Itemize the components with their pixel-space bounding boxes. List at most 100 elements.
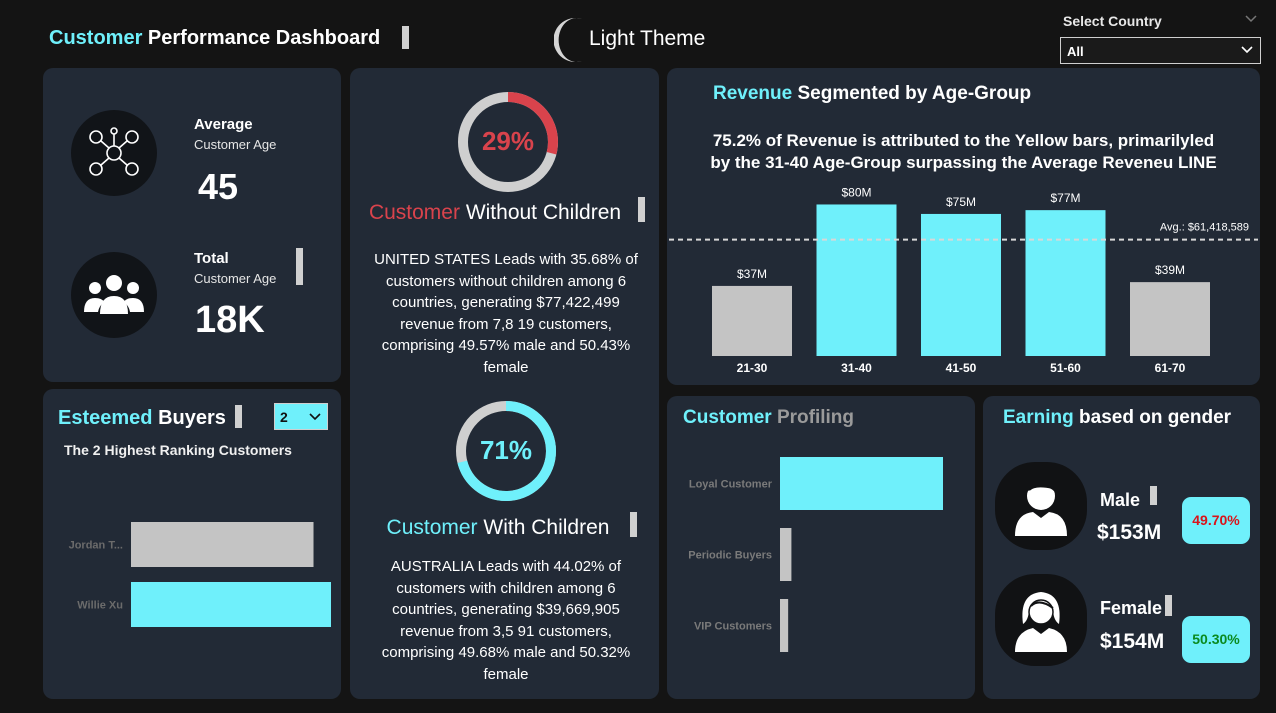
country-slicer-label: Select Country <box>1063 13 1162 29</box>
female-label: Female <box>1100 598 1163 618</box>
male-label: Male <box>1100 490 1141 510</box>
esteemed-buyers-card: Esteemed Buyers 2 The 2 Highest Ranking … <box>43 389 341 699</box>
revenue-title-accent: Revenue <box>713 83 793 104</box>
without-children-title-accent: Customer <box>368 201 460 224</box>
network-icon <box>89 127 139 176</box>
revenue-bar-label: $37M <box>737 267 767 281</box>
with-children-title-accent: Customer <box>386 516 478 539</box>
avg-age-title: Average <box>194 116 253 133</box>
page-title-accent: Customer <box>49 27 143 49</box>
moon-icon <box>554 18 582 62</box>
theme-label: Light Theme <box>589 27 706 50</box>
revenue-bar-label: $39M <box>1155 263 1185 277</box>
earning-card: Earning based on gender Male $153M 49.70… <box>983 396 1260 699</box>
avg-age-value: 45 <box>198 166 239 207</box>
without-children-description: UNITED STATES Leads with 35.68% of custo… <box>350 249 662 378</box>
male-user-icon <box>1015 480 1067 536</box>
with-children-donut-arc <box>456 401 556 501</box>
desc-line: AUSTRALIA Leads with 44.02% of <box>390 558 622 575</box>
esteemed-subtitle: The 2 Highest Ranking Customers <box>64 442 292 458</box>
profiling-card: Customer Profiling Loyal Customer Periodi… <box>667 396 975 699</box>
title-marker <box>402 26 409 49</box>
total-value: 18K <box>195 299 265 341</box>
with-children-title-rest: With Children <box>483 516 610 539</box>
desc-line: UNITED STATES Leads with 35.68% of <box>374 251 638 268</box>
earning-title-rest: based on gender <box>1079 407 1232 428</box>
group-icon-wrap <box>71 252 157 338</box>
earning-title-accent: Earning <box>1003 407 1074 428</box>
revenue-title: Revenue Segmented by Age-Group <box>713 83 1031 105</box>
kpi-card: Average Customer Age 45 Total Customer A… <box>43 68 341 382</box>
buyer-name-label: Willie Xu <box>77 600 123 612</box>
topn-dropdown[interactable]: 2 <box>274 403 328 430</box>
revenue-bar[interactable] <box>816 204 897 356</box>
revenue-category-label: 51-60 <box>1050 361 1081 375</box>
network-icon-wrap <box>71 110 157 196</box>
children-card: 29% Customer Without Children UNITED STA… <box>350 68 659 699</box>
with-children-title: Customer With Children <box>350 516 646 540</box>
total-title: Total <box>194 250 229 267</box>
profile-bar[interactable] <box>780 599 789 652</box>
desc-line: revenue from 3,5 91 customers, <box>400 622 612 640</box>
buyer-bar[interactable] <box>131 582 331 627</box>
revenue-card: Revenue Segmented by Age-Group 75.2% of … <box>667 68 1260 385</box>
esteemed-marker <box>235 405 242 428</box>
revenue-bar[interactable] <box>1130 282 1210 356</box>
female-avatar <box>995 574 1087 666</box>
chevron-down-icon <box>309 413 321 421</box>
avg-age-sub: Customer Age <box>194 137 277 152</box>
profile-category-label: Periodic Buyers <box>688 550 772 562</box>
male-value: $153M <box>1097 521 1162 544</box>
male-pct-badge: 49.70% <box>1182 497 1250 544</box>
country-select-value: All <box>1067 44 1084 59</box>
profiling-title-rest: Profiling <box>776 407 855 428</box>
theme-toggle[interactable]: Light Theme <box>554 16 724 66</box>
revenue-bar-label: $75M <box>946 195 976 209</box>
female-value: $154M <box>1100 630 1165 653</box>
profile-bar[interactable] <box>780 457 943 510</box>
without-children-title: Customer Without Children <box>350 201 640 225</box>
page-title-rest: Performance Dashboard <box>147 27 381 49</box>
desc-line: comprising 49.68% male and 50.32% <box>381 644 631 661</box>
revenue-bar-label: $80M <box>841 185 871 199</box>
esteemed-title-rest: Buyers <box>158 407 226 429</box>
revenue-category-label: 31-40 <box>841 361 872 375</box>
revenue-insight-line: 75.2% of Revenue is attributed to the Ye… <box>712 131 1215 150</box>
desc-line: female <box>483 358 529 376</box>
revenue-bar[interactable] <box>712 285 792 356</box>
revenue-category-label: 41-50 <box>946 361 977 375</box>
male-avatar <box>995 462 1087 550</box>
without-children-marker <box>638 197 645 222</box>
revenue-insight-line: by the 31-40 Age-Group surpassing the Av… <box>710 153 1217 172</box>
country-select[interactable]: All <box>1060 37 1261 64</box>
desc-line: female <box>483 665 529 683</box>
revenue-title-rest: Segmented by Age-Group <box>797 83 1032 104</box>
desc-line: comprising 49.57% male and 50.43% <box>381 337 631 354</box>
earning-title: Earning based on gender <box>1003 407 1231 429</box>
average-label: Avg.: $61,418,589 <box>1160 222 1249 234</box>
without-children-donut <box>458 92 558 192</box>
with-children-marker <box>630 512 637 537</box>
without-children-title-rest: Without Children <box>465 201 622 224</box>
buyer-bar[interactable] <box>131 522 314 567</box>
topn-dropdown-value: 2 <box>280 409 288 425</box>
buyer-name-label: Jordan T... <box>69 540 123 552</box>
without-children-donut-arc <box>458 92 558 192</box>
revenue-bar[interactable] <box>921 213 1001 356</box>
esteemed-title-accent: Esteemed <box>58 407 153 429</box>
total-marker <box>296 248 303 285</box>
with-children-percent: 71% <box>479 435 533 465</box>
desc-line: countries, generating $77,422,499 <box>392 294 620 311</box>
chevron-down-icon[interactable] <box>1244 14 1258 24</box>
profiling-bar-chart: Loyal Customer Periodic Buyers VIP Custome… <box>688 457 943 652</box>
desc-line: customers without children among 6 <box>385 272 627 290</box>
chevron-down-icon <box>1241 46 1253 54</box>
desc-line: countries, generating $39,669,905 <box>392 601 620 618</box>
without-children-percent: 29% <box>481 126 535 156</box>
revenue-bar[interactable] <box>1025 210 1106 356</box>
profiling-title-accent: Customer <box>683 407 772 428</box>
revenue-bar-label: $77M <box>1050 191 1080 205</box>
profile-bar[interactable] <box>780 528 792 581</box>
revenue-bar-chart: $37M 21-30 $80M 31-40 $75M 41-50 $77M 51-60 $39M… <box>669 185 1258 375</box>
total-sub: Customer Age <box>194 271 277 286</box>
